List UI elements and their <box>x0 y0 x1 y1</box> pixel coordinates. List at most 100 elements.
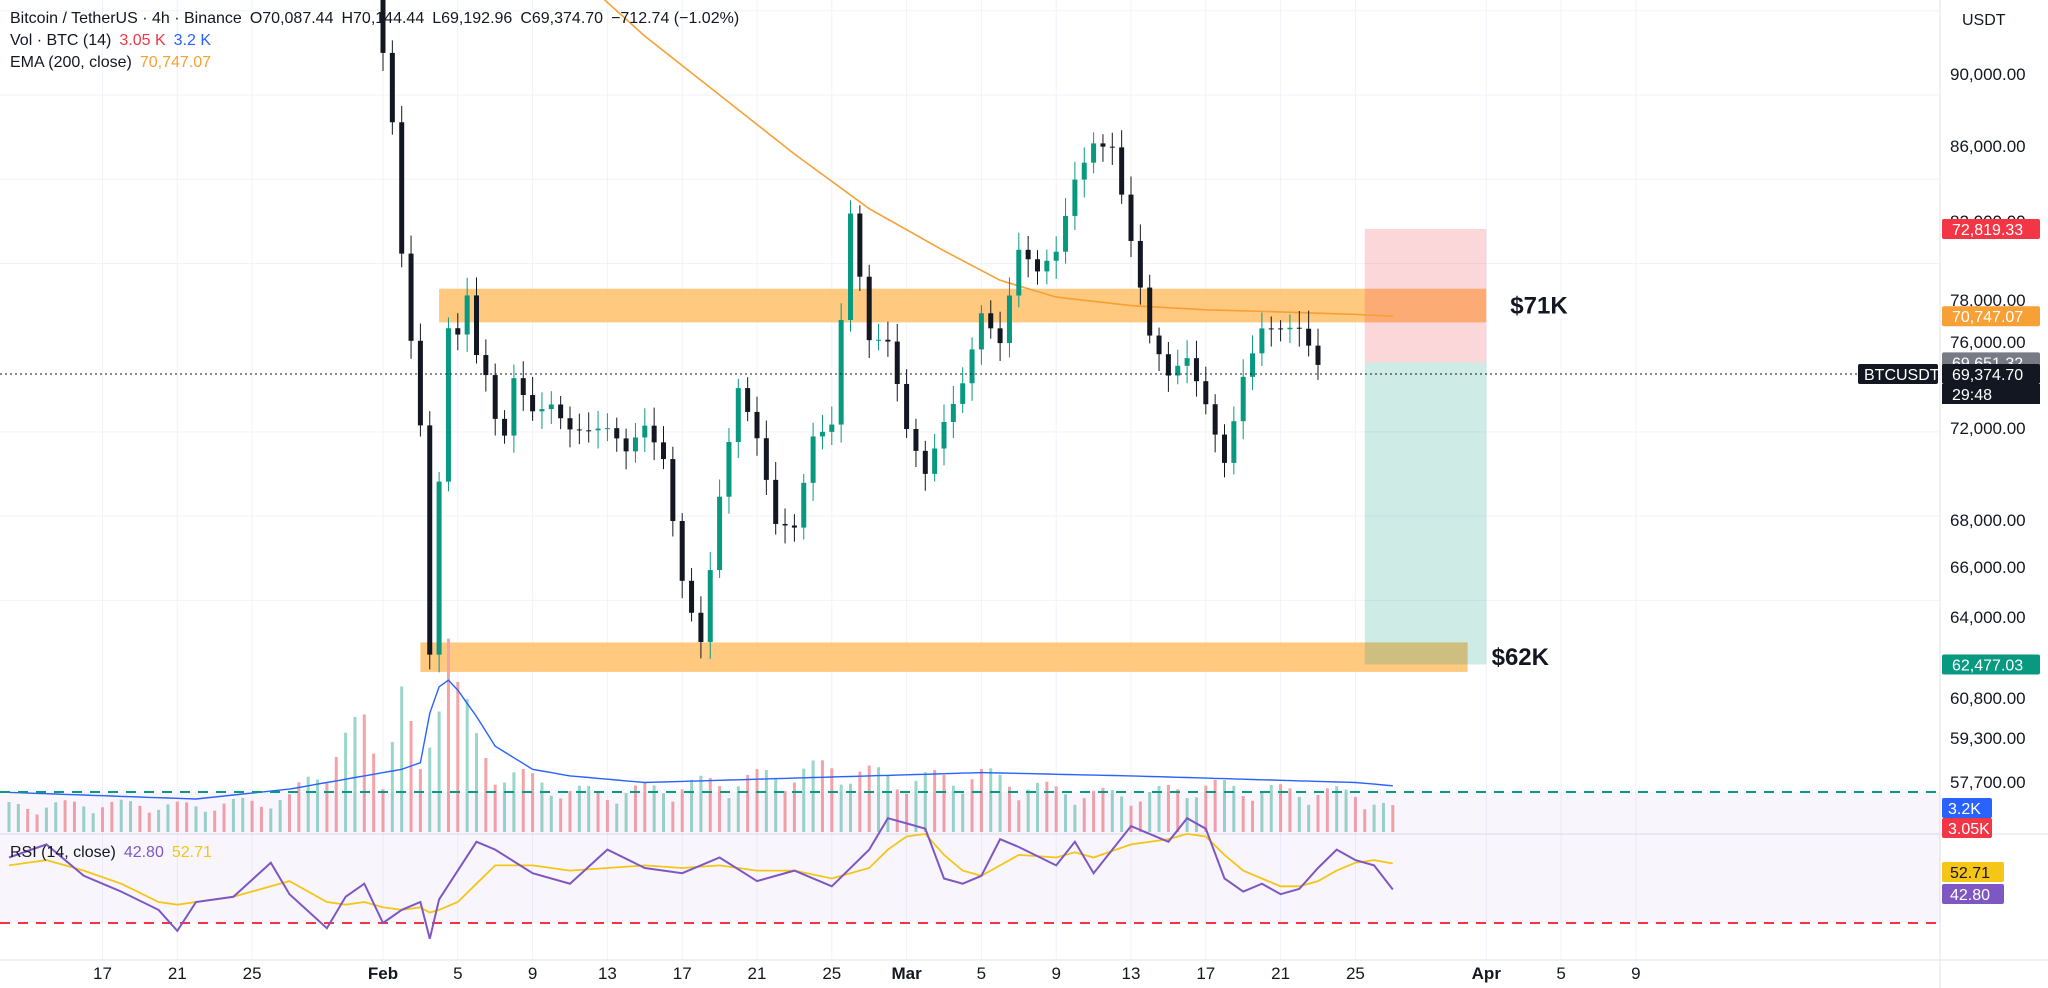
volume-bar <box>344 732 348 832</box>
candle-body <box>614 428 620 439</box>
ticker-bg <box>1858 364 1938 384</box>
volume-bar <box>26 808 30 832</box>
volume-bar <box>1307 804 1311 832</box>
volume-bar <box>690 779 694 832</box>
candle-body <box>380 0 386 53</box>
candle-body <box>922 450 928 474</box>
price-tick: 59,300.00 <box>1950 729 2026 748</box>
volume-bar <box>699 775 703 832</box>
price-label: 62,477.03 <box>1952 657 2023 674</box>
volume-label: Vol · BTC (14) <box>10 32 112 49</box>
candle-body <box>848 213 853 320</box>
candle-body <box>586 430 592 432</box>
rsi-legend[interactable]: RSI (14, close) 42.80 52.71 <box>10 843 220 863</box>
high-value: H70,144.44 <box>341 10 424 27</box>
candle-body <box>1184 358 1190 366</box>
volume-bar <box>1064 794 1068 832</box>
volume-bar <box>166 804 170 832</box>
candle-body <box>642 425 648 438</box>
volume-bar <box>867 765 871 832</box>
candle-body <box>483 355 489 376</box>
volume-bar <box>7 802 11 832</box>
candle-body <box>464 295 470 335</box>
candle-body <box>576 429 582 431</box>
volume-bar <box>362 714 366 832</box>
volume-bar <box>1045 781 1049 832</box>
volume-bar <box>1176 789 1180 832</box>
time-axis[interactable]: 17 21 25 Feb 5 9 13 17 21 25 Mar 5 9 13 17 21 25 Apr 5 9 <box>93 964 1641 983</box>
volume-bar <box>830 768 834 832</box>
volume-bar <box>1120 796 1124 832</box>
candle-body <box>417 340 423 426</box>
candle-body <box>773 479 779 524</box>
candle-body <box>763 438 769 480</box>
symbol-legend[interactable]: Bitcoin / TetherUS · 4h · Binance O70,087… <box>10 9 747 29</box>
volume-bar <box>811 760 815 832</box>
volume-bar <box>194 806 198 832</box>
ema-value: 70,747.07 <box>139 54 212 71</box>
ema-legend[interactable]: EMA (200, close) 70,747.07 <box>10 53 219 73</box>
price-tick: 57,700.00 <box>1950 773 2026 792</box>
price-label-bg <box>1942 364 2040 384</box>
volume-bar <box>297 782 301 832</box>
volume-legend[interactable]: Vol · BTC (14) 3.05 K 3.2 K <box>10 31 219 51</box>
candle-body <box>492 375 498 419</box>
volume-bar <box>82 806 86 832</box>
volume-bar <box>792 782 796 832</box>
candle-body <box>988 313 994 329</box>
volume-bar <box>493 784 497 832</box>
candle-body <box>1137 240 1143 288</box>
candle-body <box>1147 287 1153 336</box>
candle-body <box>408 253 414 341</box>
volume-badge: 3.05K <box>1948 821 1990 838</box>
volume-bar <box>1036 782 1039 832</box>
volume-bar <box>1391 805 1395 832</box>
volume-bar <box>774 778 778 832</box>
volume-bar <box>259 806 263 832</box>
volume-bar <box>203 811 207 832</box>
candle-body <box>502 418 508 436</box>
volume-bar <box>839 784 843 832</box>
candle-body <box>997 328 1003 344</box>
volume-bar <box>1129 805 1133 832</box>
volume-bar <box>503 782 507 832</box>
candle-body <box>960 383 966 404</box>
volume-bar <box>662 793 665 832</box>
volume-bar <box>1110 789 1114 832</box>
candle-body <box>1072 179 1078 216</box>
volume-bar <box>44 807 48 832</box>
volume-bar <box>961 793 965 832</box>
volume-bar <box>521 768 525 832</box>
candle-body <box>1278 328 1284 330</box>
candle-body <box>1222 434 1227 463</box>
candle-body <box>1296 327 1302 329</box>
support-resistance-zones <box>420 288 1487 672</box>
volume-bar <box>970 779 974 832</box>
time-tick: 17 <box>93 964 112 983</box>
ticker-label: BTCUSDT <box>1864 367 1940 384</box>
candle-body <box>1165 354 1171 376</box>
volume-bar <box>849 783 852 832</box>
volume-bar <box>278 800 282 832</box>
volume-bar <box>540 782 544 832</box>
volume-bar <box>1092 790 1096 832</box>
volume-badge-bg <box>1942 798 1992 818</box>
candle-body <box>689 580 695 613</box>
candle-body <box>1025 249 1031 260</box>
time-tick: 9 <box>1631 964 1640 983</box>
short-position-tool[interactable] <box>1364 228 1487 665</box>
candle-body <box>427 425 433 655</box>
currency-button[interactable]: USDT <box>1962 12 2006 29</box>
volume-bar <box>652 785 656 832</box>
volume-bar <box>16 804 20 832</box>
volume-bar <box>718 786 722 832</box>
volume-bar <box>72 801 76 832</box>
candle-body <box>791 525 797 528</box>
volume-bar <box>633 785 637 832</box>
time-tick: 9 <box>1051 964 1060 983</box>
volume-bar <box>101 807 104 832</box>
volume-bar <box>512 772 516 832</box>
stop-zone <box>1364 228 1487 363</box>
volume-bar <box>269 808 273 832</box>
